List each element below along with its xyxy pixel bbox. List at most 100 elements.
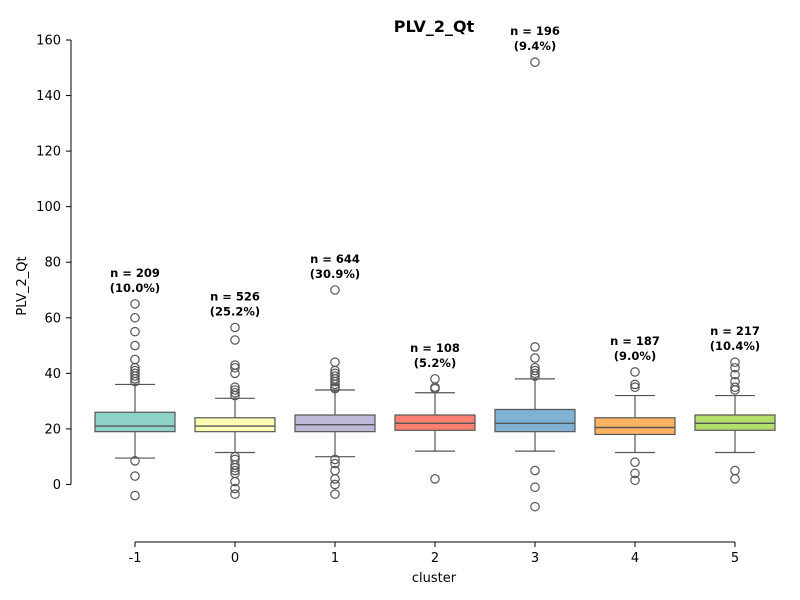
count-label: n = 644	[310, 252, 360, 266]
y-tick-label: 80	[44, 256, 61, 271]
box-cluster-3	[494, 57, 576, 512]
outlier-point	[230, 489, 240, 499]
outlier-point	[630, 382, 640, 393]
outlier-point	[530, 501, 540, 512]
x-tick-label: 5	[731, 551, 739, 566]
outlier-point	[630, 468, 640, 479]
box-cluster-0	[194, 322, 276, 499]
box-iqr	[94, 411, 176, 433]
outlier-point	[230, 360, 240, 370]
outlier-point	[130, 340, 140, 351]
box-cluster-2	[394, 374, 476, 484]
count-label: n = 196	[510, 24, 560, 38]
percent-label: (30.9%)	[310, 267, 360, 281]
outlier-point	[330, 458, 340, 469]
outlier-point	[230, 362, 240, 373]
y-axis: 0 20 40 60 80 100 120 140 160	[36, 34, 72, 493]
outlier-point	[330, 489, 340, 499]
outlier-point	[630, 367, 640, 377]
outlier-point	[130, 365, 140, 376]
percent-label: (5.2%)	[414, 356, 456, 370]
percent-label: (9.4%)	[514, 39, 556, 53]
outlier-point	[230, 335, 240, 345]
outlier-point	[530, 353, 540, 363]
outlier-point	[130, 299, 140, 309]
x-axis-title: cluster	[412, 571, 457, 586]
outlier-point	[230, 387, 240, 398]
y-tick-label: 60	[44, 311, 61, 326]
box-cluster--1	[94, 299, 176, 501]
percent-label: (9.0%)	[614, 349, 656, 363]
outlier-point	[730, 474, 740, 484]
box-iqr	[594, 417, 676, 436]
outlier-point	[430, 374, 440, 384]
outlier-point	[330, 454, 340, 465]
x-tick-label: 4	[631, 551, 639, 566]
box-iqr	[294, 414, 376, 433]
outlier-point	[230, 465, 240, 476]
outlier-point	[130, 312, 140, 323]
outlier-point	[330, 368, 340, 379]
outlier-point	[130, 354, 140, 365]
x-tick-label: -1	[129, 551, 142, 566]
outlier-point	[330, 371, 340, 381]
box-cluster-5	[694, 357, 776, 484]
outlier-point	[230, 476, 240, 487]
y-tick-label: 140	[36, 89, 61, 104]
box-iqr	[194, 417, 276, 433]
outlier-point	[130, 471, 140, 481]
outlier-point	[730, 376, 740, 387]
y-tick-label: 20	[44, 422, 61, 437]
outlier-point	[530, 482, 540, 493]
outlier-point	[230, 322, 240, 333]
outlier-point	[530, 368, 540, 379]
count-label: n = 526	[210, 290, 260, 304]
chart-title: PLV_2_Qt	[394, 17, 475, 36]
outlier-point	[530, 465, 540, 476]
boxes-layer	[94, 57, 776, 512]
outlier-point	[230, 483, 240, 494]
percent-label: (25.2%)	[210, 305, 260, 319]
count-label: n = 209	[110, 266, 160, 280]
outlier-point	[630, 475, 640, 486]
y-tick-label: 100	[36, 200, 61, 215]
box-cluster-1	[294, 285, 376, 499]
outlier-point	[530, 362, 540, 373]
annotations-layer: n = 209(10.0%) n = 526(25.2%) n = 644(30.9…	[110, 24, 760, 370]
x-tick-label: 3	[531, 551, 539, 566]
outlier-point	[730, 369, 740, 380]
percent-label: (10.4%)	[710, 339, 760, 353]
outlier-point	[530, 365, 540, 376]
y-axis-title: PLV_2_Qt	[15, 256, 30, 315]
y-tick-label: 0	[53, 478, 61, 493]
x-tick-label: 0	[231, 551, 239, 566]
outlier-point	[730, 357, 740, 368]
outlier-point	[730, 362, 740, 373]
x-tick-label: 1	[331, 551, 339, 566]
outlier-point	[230, 462, 240, 473]
outlier-point	[330, 285, 340, 295]
box-cluster-4	[594, 367, 676, 486]
outlier-point	[430, 474, 440, 484]
outlier-point	[530, 342, 540, 352]
outlier-point	[630, 457, 640, 468]
outlier-point	[330, 479, 340, 490]
x-axis: -1 0 1 2 3 4 5	[129, 541, 739, 566]
outlier-point	[130, 326, 140, 337]
outlier-point	[330, 357, 340, 368]
outlier-point	[230, 385, 240, 395]
count-label: n = 108	[410, 341, 460, 355]
percent-label: (10.0%)	[110, 281, 160, 295]
outlier-point	[130, 368, 140, 379]
x-tick-label: 2	[431, 551, 439, 566]
box-iqr	[494, 408, 576, 433]
outlier-point	[630, 379, 640, 390]
outlier-point	[330, 474, 340, 484]
count-label: n = 217	[710, 324, 760, 338]
outlier-point	[730, 382, 740, 393]
outlier-point	[130, 490, 140, 501]
y-tick-label: 40	[44, 367, 61, 382]
outlier-point	[730, 465, 740, 476]
y-tick-label: 160	[36, 34, 61, 49]
